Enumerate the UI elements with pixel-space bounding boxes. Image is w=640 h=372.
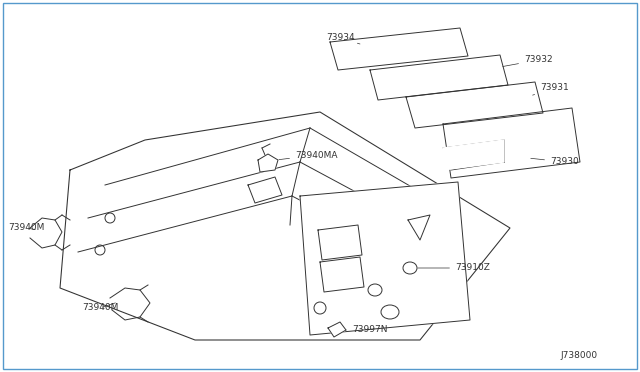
Polygon shape <box>60 112 510 340</box>
Ellipse shape <box>403 262 417 274</box>
Polygon shape <box>328 322 346 337</box>
Text: 73930: 73930 <box>531 157 579 167</box>
Text: 73940MA: 73940MA <box>279 151 337 160</box>
Polygon shape <box>258 154 278 172</box>
Ellipse shape <box>381 305 399 319</box>
Polygon shape <box>443 140 504 170</box>
Polygon shape <box>443 108 580 178</box>
Polygon shape <box>248 177 282 203</box>
Text: 73940M: 73940M <box>8 224 44 232</box>
Polygon shape <box>408 215 430 240</box>
Text: 73940M: 73940M <box>82 303 118 312</box>
Ellipse shape <box>368 284 382 296</box>
Text: J738000: J738000 <box>560 351 597 360</box>
Polygon shape <box>318 225 362 260</box>
Polygon shape <box>406 82 543 128</box>
Text: 73932: 73932 <box>503 55 552 67</box>
Text: 73934: 73934 <box>326 33 360 44</box>
Polygon shape <box>330 28 468 70</box>
Text: 73997N: 73997N <box>345 326 387 334</box>
Polygon shape <box>300 182 470 335</box>
Polygon shape <box>370 55 508 100</box>
Text: 73910Z: 73910Z <box>418 263 490 273</box>
Polygon shape <box>320 257 364 292</box>
Text: 73931: 73931 <box>532 83 569 95</box>
